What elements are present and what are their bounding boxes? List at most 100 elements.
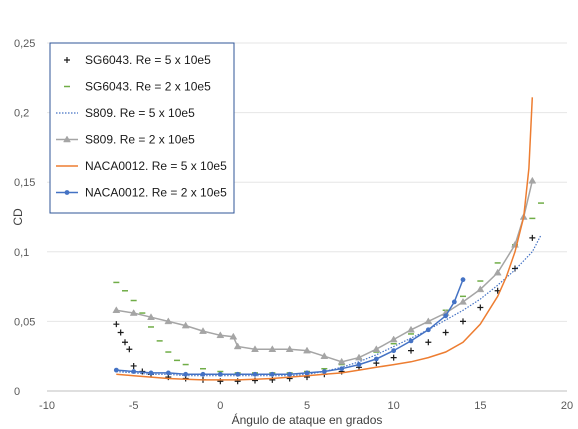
data-point (408, 347, 414, 354)
x-tick-label: -10 (39, 400, 55, 412)
data-point (389, 335, 398, 343)
x-tick-label: 20 (561, 400, 573, 412)
legend-entry: SG6043. Re = 2 x 10e5 (64, 80, 211, 94)
data-point (129, 309, 138, 316)
data-point (442, 329, 449, 336)
series-layer (112, 97, 544, 385)
legend-box (49, 42, 235, 214)
data-point (285, 345, 294, 352)
x-tick-label: 15 (474, 400, 486, 412)
legend: SG6043. Re = 5 x 10e5 SG6043. Re = 2 x 10… (49, 42, 235, 214)
data-point (477, 304, 484, 311)
data-point (460, 277, 466, 283)
data-point (235, 371, 241, 377)
data-point (112, 306, 121, 314)
data-point (443, 313, 449, 319)
data-point (337, 357, 346, 365)
legend-label: NACA0012. Re = 2 x 10e5 (85, 186, 227, 200)
series-line (116, 234, 542, 377)
series-5 (113, 277, 466, 377)
legend-label: SG6043. Re = 5 x 10e5 (85, 53, 211, 67)
data-point (425, 339, 432, 346)
data-point (200, 371, 206, 377)
series-4 (116, 97, 534, 381)
legend-marker (63, 135, 71, 143)
data-point (252, 371, 258, 377)
data-point (408, 338, 414, 344)
data-point (131, 369, 137, 374)
x-axis-title: Ángulo de ataque en grados (232, 412, 383, 427)
y-axis: 0 0,05 0,1 0,15 0,2 0,25 (14, 38, 35, 398)
data-point (251, 345, 259, 352)
data-point (356, 362, 362, 367)
legend-label: SG6043. Re = 2 x 10e5 (85, 80, 211, 94)
data-point (122, 339, 128, 346)
data-point (390, 354, 397, 361)
data-point (451, 299, 457, 305)
data-point (476, 285, 485, 293)
data-point (528, 176, 537, 184)
series-line (116, 97, 534, 381)
data-point (216, 331, 225, 339)
data-point (407, 325, 415, 333)
y-tick-label: 0,05 (14, 316, 35, 328)
data-point (268, 345, 277, 352)
data-point (320, 352, 329, 359)
data-point (113, 321, 120, 328)
legend-entry: NACA0012. Re = 2 x 10e5 (56, 186, 227, 200)
data-point (459, 297, 467, 305)
y-tick-label: 0 (14, 386, 20, 398)
series-0 (113, 234, 536, 385)
data-point (147, 313, 155, 320)
data-point (117, 329, 124, 336)
data-point (493, 268, 502, 276)
data-point (229, 332, 238, 340)
data-point (287, 371, 293, 377)
data-point (424, 317, 433, 325)
data-point (355, 353, 363, 361)
data-point (181, 321, 190, 329)
data-point (304, 370, 310, 376)
legend-label: S809. Re = 5 x 10e5 (85, 106, 195, 120)
series-3 (112, 176, 537, 365)
data-point (269, 371, 275, 377)
legend-entry: NACA0012. Re = 5 x 10e5 (56, 159, 227, 173)
data-point (217, 371, 223, 377)
x-tick-label: 5 (304, 400, 310, 412)
y-tick-label: 0,25 (14, 38, 35, 50)
legend-entry: SG6043. Re = 5 x 10e5 (64, 53, 211, 67)
x-tick-label: -5 (129, 400, 139, 412)
data-point (425, 327, 431, 333)
legend-marker (64, 190, 70, 195)
data-point (372, 345, 381, 352)
x-axis: -10 -5 0 5 10 15 20 (39, 400, 573, 412)
legend-entry: S809. Re = 2 x 10e5 (56, 133, 195, 147)
x-tick-label: 10 (388, 400, 400, 412)
data-point (148, 370, 154, 376)
data-point (164, 317, 173, 325)
data-point (183, 371, 189, 377)
data-point (373, 356, 379, 362)
data-point (130, 362, 137, 369)
legend-marker (64, 57, 70, 63)
data-point (460, 318, 466, 325)
data-point (339, 366, 345, 372)
series-2 (116, 234, 542, 377)
legend-label: NACA0012. Re = 5 x 10e5 (85, 159, 227, 173)
data-point (199, 327, 207, 334)
y-tick-label: 0,1 (14, 247, 29, 259)
y-axis-title: CD (11, 208, 25, 226)
data-point (233, 342, 242, 350)
y-tick-label: 0,15 (14, 177, 35, 189)
y-tick-label: 0,2 (14, 108, 29, 120)
x-tick-label: 0 (217, 400, 223, 412)
legend-entry: S809. Re = 5 x 10e5 (56, 106, 195, 120)
data-point (126, 346, 133, 353)
data-point (165, 370, 171, 376)
data-point (113, 367, 119, 373)
data-point (529, 234, 536, 241)
data-point (391, 348, 397, 354)
legend-label: S809. Re = 2 x 10e5 (85, 133, 195, 147)
